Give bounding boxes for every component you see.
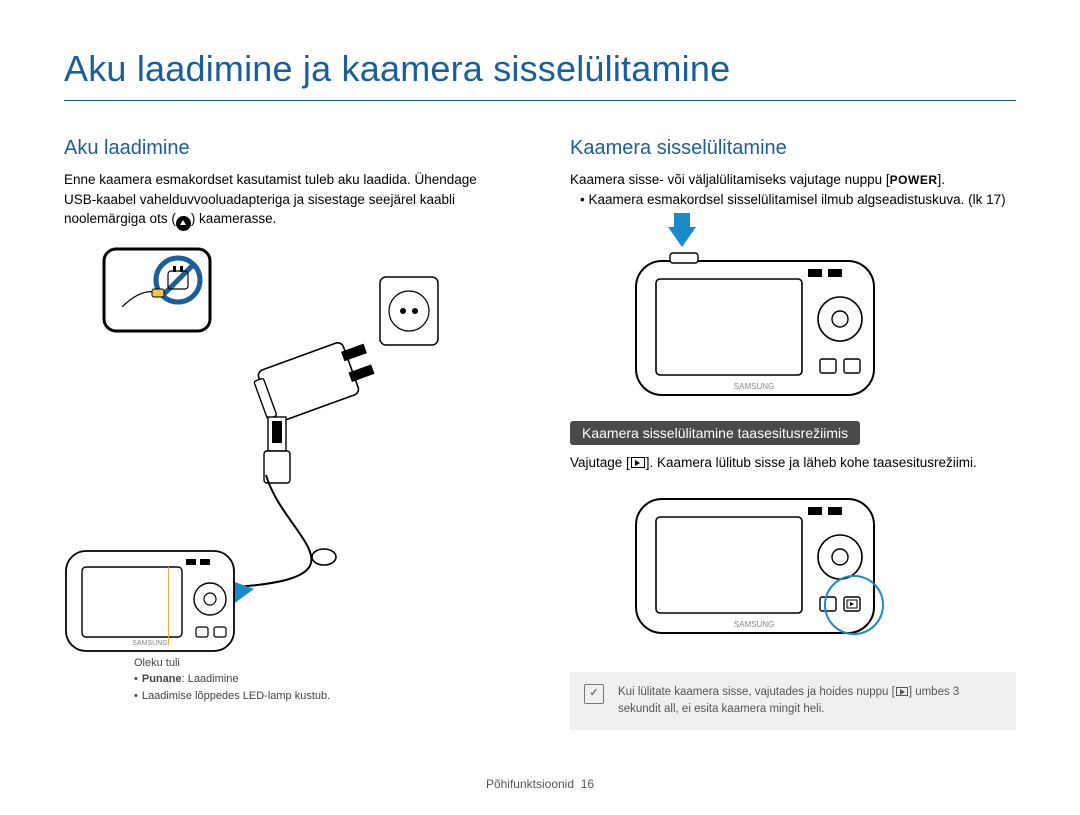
status-line2: •Laadimise lõppedes LED-lamp kustub. xyxy=(134,688,510,705)
status-line1: •Punane: Laadimine xyxy=(134,671,510,688)
playback-subheading: Kaamera sisselülitamine taasesitusrežiim… xyxy=(570,421,860,445)
playback-icon xyxy=(631,457,645,468)
page-title: Aku laadimine ja kaamera sisselülitamine xyxy=(64,48,1016,101)
footer-page: 16 xyxy=(581,777,594,791)
playback-button-callout xyxy=(824,575,884,635)
left-paragraph: Enne kaamera esmakordset kasutamist tule… xyxy=(64,170,510,231)
up-arrow-icon xyxy=(176,216,191,231)
right-bullet1-text: Kaamera esmakordsel sisselülitamisel ilm… xyxy=(588,192,1005,207)
page-footer: Põhifunktsioonid 16 xyxy=(0,777,1080,791)
right-line2: Vajutage [ ]. Kaamera lülitub sisse ja lä… xyxy=(570,453,1016,473)
charging-figure: SAMSUNG xyxy=(64,241,510,661)
content-columns: Aku laadimine Enne kaamera esmakordset k… xyxy=(64,137,1016,730)
left-para-b: ) kaamerasse. xyxy=(191,211,277,226)
status-line1-rest: : Laadimine xyxy=(182,673,239,685)
right-bullet1: • Kaamera esmakordsel sisselülitamisel i… xyxy=(570,190,1016,210)
arrow-down-stem xyxy=(674,213,690,227)
right-line1-a: Kaamera sisse- või väljalülitamiseks vaj… xyxy=(570,172,890,187)
no-adapter-warning-icon xyxy=(102,247,212,333)
right-heading: Kaamera sisselülitamine xyxy=(570,137,1016,160)
arrow-down-icon xyxy=(668,227,696,247)
playback-icon-small xyxy=(896,687,908,696)
svg-text:SAMSUNG: SAMSUNG xyxy=(734,382,774,391)
right-line1-b: ]. xyxy=(938,172,946,187)
status-line1-prefix: Punane xyxy=(142,673,182,685)
left-column: Aku laadimine Enne kaamera esmakordset k… xyxy=(64,137,510,730)
playback-figure: SAMSUNG xyxy=(570,479,1016,654)
right-line2-a: Vajutage [ xyxy=(570,455,630,470)
power-on-figure: SAMSUNG xyxy=(570,213,1016,403)
camera-back-power-icon: SAMSUNG xyxy=(630,247,880,403)
power-label: POWER xyxy=(890,173,938,187)
status-led-callout-line xyxy=(168,567,169,645)
footer-label: Põhifunktsioonid xyxy=(486,777,574,791)
left-heading: Aku laadimine xyxy=(64,137,510,160)
camera-back-icon: SAMSUNG xyxy=(60,541,240,661)
status-light-block: Oleku tuli •Punane: Laadimine •Laadimise… xyxy=(134,655,510,705)
right-line2-b: ]. Kaamera lülitub sisse ja läheb kohe t… xyxy=(646,455,977,470)
note-box: ✓ Kui lülitate kaamera sisse, vajutades … xyxy=(570,672,1016,731)
svg-text:SAMSUNG: SAMSUNG xyxy=(132,640,167,647)
right-line1: Kaamera sisse- või väljalülitamiseks vaj… xyxy=(570,170,1016,190)
status-line2-text: Laadimise lõppedes LED-lamp kustub. xyxy=(142,690,330,702)
note-icon: ✓ xyxy=(584,684,604,704)
right-column: Kaamera sisselülitamine Kaamera sisse- v… xyxy=(570,137,1016,730)
note-a: Kui lülitate kaamera sisse, vajutades ja… xyxy=(618,686,895,698)
note-text: Kui lülitate kaamera sisse, vajutades ja… xyxy=(618,684,1002,719)
svg-text:SAMSUNG: SAMSUNG xyxy=(734,620,774,629)
